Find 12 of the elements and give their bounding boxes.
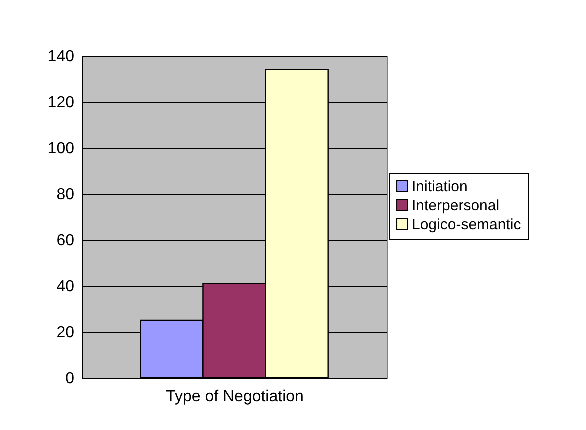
legend-label: Interpersonal <box>412 198 500 214</box>
legend-label: Initiation <box>412 178 468 196</box>
y-tick-label: 140 <box>48 48 75 66</box>
x-axis-title: Type of Negotiation <box>166 388 304 406</box>
y-tick-label: 40 <box>56 278 75 296</box>
legend-label: Logico-semantic <box>412 216 522 234</box>
y-tick-label: 0 <box>66 370 75 388</box>
y-tick-label: 20 <box>56 324 75 342</box>
y-tick-label: 60 <box>56 232 75 250</box>
y-tick-label: 80 <box>56 186 75 204</box>
y-tick-label: 120 <box>48 94 75 112</box>
y-tick-label: 100 <box>48 140 75 158</box>
